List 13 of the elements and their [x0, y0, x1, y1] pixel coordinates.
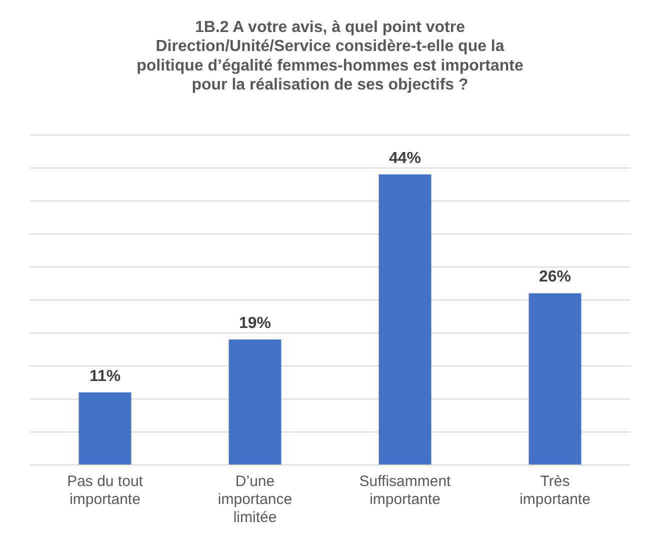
- data-label: 26%: [538, 268, 572, 286]
- chart-title: 1B.2 A votre avis, à quel point votre Direction/Unité/Service considère-t-elle que la politique d’égalité femmes-hommes est importante pour la réalisation de ses objectifs ?: [136, 19, 524, 94]
- x-tick-label: D’une importance limitée: [218, 473, 292, 526]
- data-label: 19%: [238, 314, 272, 332]
- x-tick-label: Très importante: [520, 473, 590, 508]
- data-label: 44%: [388, 150, 422, 167]
- bar: [378, 174, 432, 464]
- x-tick-label: Pas du tout importante: [67, 473, 144, 508]
- bar: [528, 293, 582, 464]
- data-label: 11%: [89, 368, 121, 385]
- bar: [228, 340, 282, 464]
- bar: [78, 392, 132, 464]
- x-tick-label: Suffisamment importante: [359, 473, 452, 508]
